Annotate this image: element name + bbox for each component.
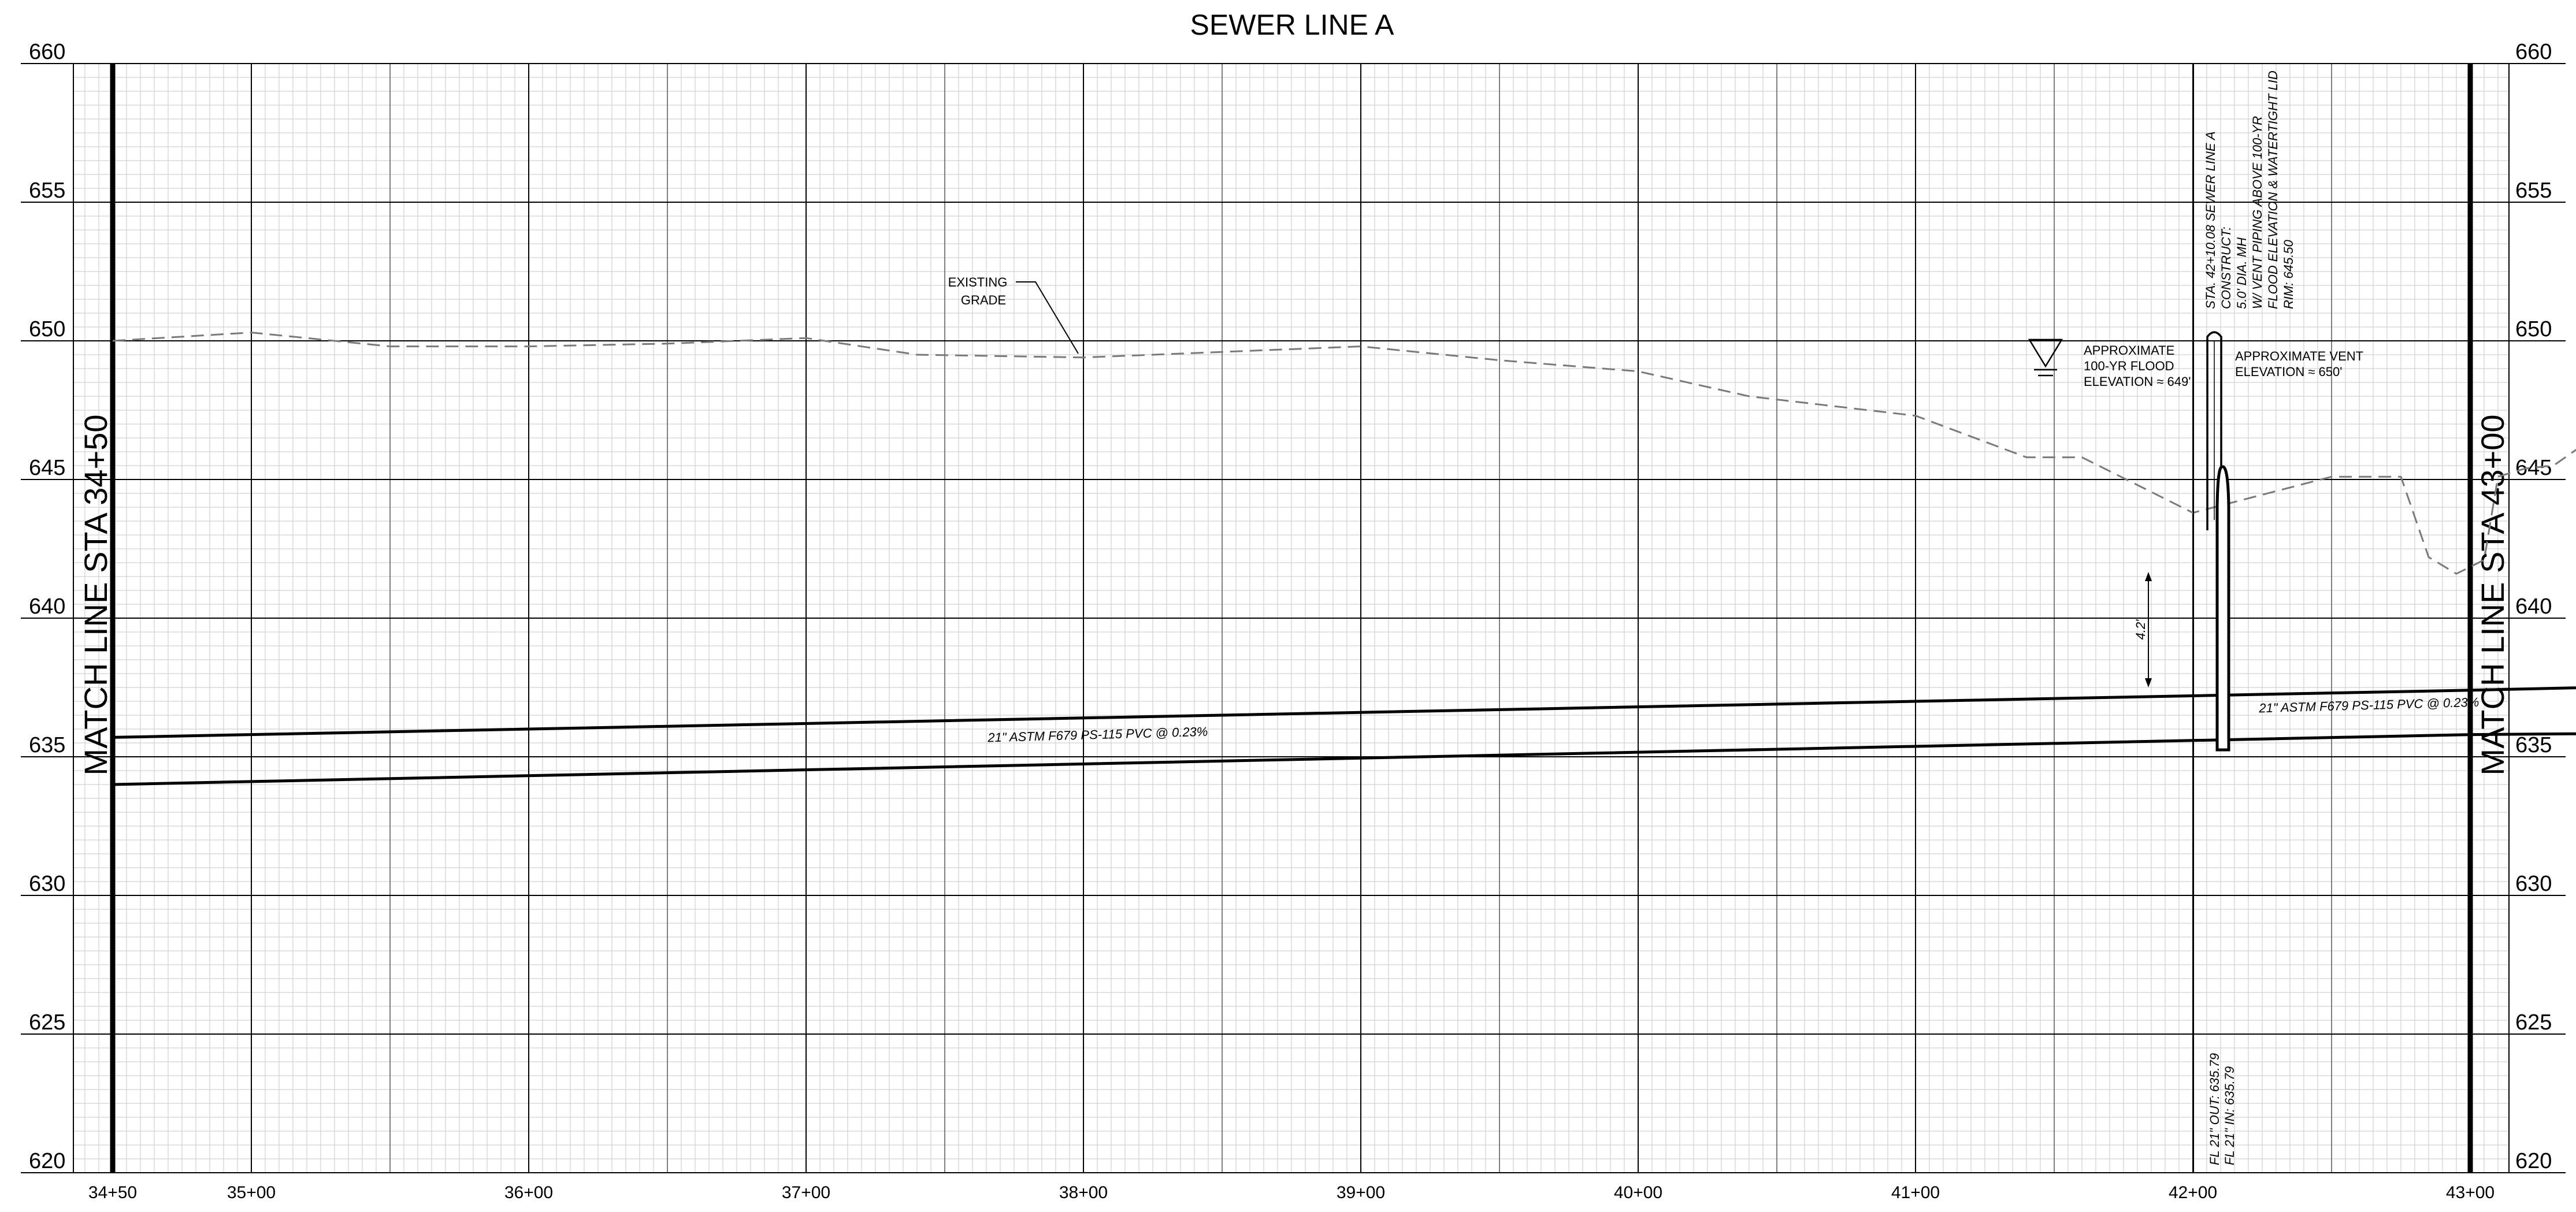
station-label: 39+00: [1337, 1183, 1385, 1202]
flowline-out-label: FL 21" OUT: 635.79: [2207, 1053, 2222, 1165]
elevation-label: 640: [29, 594, 65, 619]
elevation-label: 655: [29, 179, 65, 203]
match-line-right-label: MATCH LINE STA 43+00: [2474, 414, 2511, 775]
elevation-label: 625: [29, 1010, 65, 1035]
station-label: 34+50: [88, 1183, 137, 1202]
station-label: 40+00: [1614, 1183, 1662, 1202]
manhole-note-5: FLOOD ELEVATION & WATERTIGHT LID: [2266, 70, 2280, 309]
manhole-note-1: STA. 42+10.08 SEWER LINE A: [2203, 131, 2218, 309]
elevation-label: 635: [2515, 733, 2552, 757]
elevation-label: 620: [2515, 1149, 2552, 1173]
elevation-label: 635: [29, 733, 65, 757]
existing-grade-line: [112, 332, 2576, 575]
elevation-label: 660: [29, 40, 65, 64]
station-label: 42+00: [2169, 1183, 2217, 1202]
station-label: 43+00: [2446, 1183, 2495, 1202]
cover-dimension: [2145, 572, 2152, 687]
elevation-label: 645: [29, 456, 65, 480]
elevation-label: 650: [2515, 317, 2552, 341]
vent-label-1: APPROXIMATE VENT: [2235, 349, 2363, 363]
flood-label-1: APPROXIMATE: [2084, 343, 2174, 358]
elevation-label: 630: [29, 872, 65, 896]
station-label: 35+00: [227, 1183, 276, 1202]
elevation-label: 655: [2515, 179, 2552, 203]
flowline-in-label: FL 21" IN: 635.79: [2222, 1066, 2237, 1165]
station-label: 38+00: [1059, 1183, 1108, 1202]
manhole-note-4: W/ VENT PIPING ABOVE 100-YR: [2250, 116, 2265, 309]
existing-grade-label-1: EXISTING: [948, 275, 1008, 289]
station-label: 41+00: [1891, 1183, 1940, 1202]
elevation-label: 645: [2515, 456, 2552, 480]
elevation-label: 640: [2515, 594, 2552, 619]
match-line-left-label: MATCH LINE STA 34+50: [77, 414, 114, 775]
elevation-label: 660: [2515, 40, 2552, 64]
flood-label-3: ELEVATION ≈ 649': [2084, 374, 2191, 389]
pipe-invert-line: [112, 732, 2576, 786]
elevation-label: 625: [2515, 1010, 2552, 1035]
manhole-callout: STA. 42+10.08 SEWER LINE A CONSTRUCT: 5.…: [2203, 70, 2296, 309]
existing-grade-label-2: GRADE: [961, 293, 1006, 307]
station-label: 37+00: [782, 1183, 830, 1202]
existing-grade-leader: [1016, 281, 1079, 354]
manhole-note-2: CONSTRUCT:: [2219, 226, 2233, 309]
flood-level-symbol: [2028, 339, 2063, 377]
elevation-label: 630: [2515, 872, 2552, 896]
manhole-structure: [2215, 465, 2230, 752]
station-label: 36+00: [504, 1183, 553, 1202]
elevation-labels-left: 660 655 650 645 640 635 630 625 620: [29, 40, 65, 1173]
manhole-note-6: RIM: 645.50: [2281, 239, 2296, 309]
pipe-crown-line: [112, 686, 2576, 739]
flood-label-2: 100-YR FLOOD: [2084, 359, 2174, 373]
vent-label-2: ELEVATION ≈ 650': [2235, 365, 2342, 379]
cover-dimension-label: 4.2': [2133, 619, 2148, 640]
drawing-title: SEWER LINE A: [1190, 9, 1395, 41]
vent-pipe: [2206, 331, 2222, 530]
elevation-labels-right: 660 655 650 645 640 635 630 625 620: [2515, 40, 2552, 1173]
manhole-note-3: 5.0' DIA. MH: [2234, 237, 2249, 309]
pipe-label-left: 21" ASTM F679 PS-115 PVC @ 0.23%: [987, 724, 1208, 745]
station-labels: 34+50 35+00 36+00 37+00 38+00 39+00 40+00 41+00…: [88, 1183, 2495, 1202]
pipe-label-right: 21" ASTM F679 PS-115 PVC @ 0.23%: [2258, 695, 2480, 716]
profile-frame: [73, 63, 2510, 1173]
elevation-label: 620: [29, 1149, 65, 1173]
elevation-label: 650: [29, 317, 65, 341]
